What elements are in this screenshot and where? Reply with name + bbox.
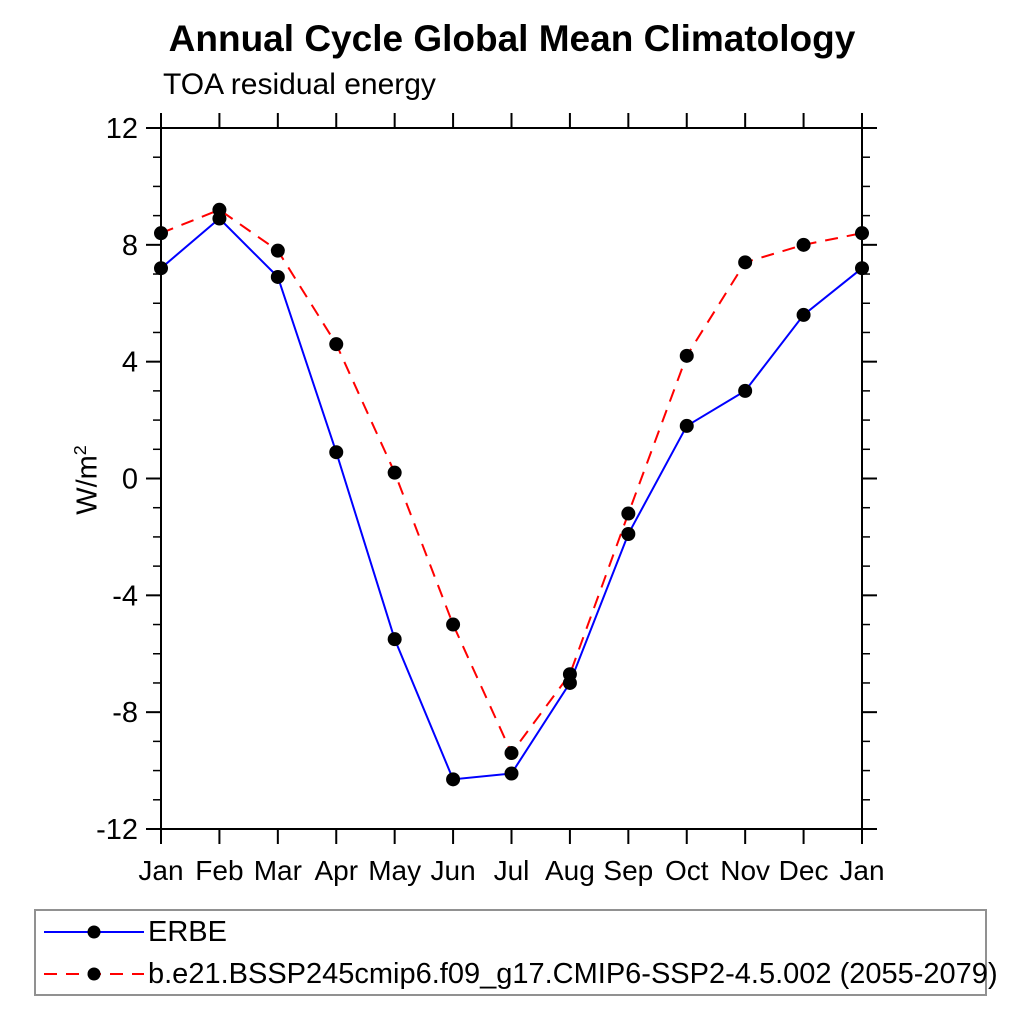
legend-item-model: b.e21.BSSP245cmip6.f09_g17.CMIP6-SSP2-4.…	[36, 955, 998, 993]
x-axis-label: Aug	[545, 855, 595, 886]
legend-marker-icon	[87, 967, 101, 980]
data-point-marker-series-0	[679, 418, 694, 433]
series-line-0	[160, 217, 863, 781]
data-point-marker-series-1	[679, 348, 694, 363]
y-axis-label: -8	[112, 697, 138, 729]
data-point-marker-series-0	[738, 383, 753, 398]
data-point-marker-series-0	[796, 307, 811, 322]
x-axis-label: May	[368, 855, 421, 886]
x-axis-label: Dec	[779, 855, 829, 886]
data-point-marker-series-1	[562, 667, 577, 682]
y-axis-label: 4	[122, 347, 138, 379]
legend-line-sample-erbe	[44, 925, 144, 938]
data-point-marker-series-1	[855, 226, 869, 241]
legend-item-erbe: ERBE	[36, 913, 985, 951]
data-point-marker-series-0	[446, 772, 461, 787]
data-point-marker-series-1	[504, 746, 519, 761]
y-axis-label: 8	[122, 230, 138, 262]
data-point-marker-series-0	[621, 526, 636, 541]
data-point-marker-series-0	[154, 261, 168, 276]
x-axis-label: Jul	[494, 855, 530, 886]
y-axis-label: 0	[122, 464, 138, 496]
x-axis-label: Jan	[839, 855, 884, 886]
data-point-marker-series-0	[855, 261, 869, 276]
x-axis-label: Oct	[665, 855, 709, 886]
data-point-marker-series-1	[621, 506, 636, 521]
axis-frame	[160, 127, 863, 830]
data-point-marker-series-0	[504, 766, 519, 781]
legend: ERBE b.e21.BSSP245cmip6.f09_g17.CMIP6-SS…	[34, 909, 998, 996]
data-point-marker-series-0	[270, 269, 285, 284]
series-line-1	[160, 208, 863, 756]
data-point-marker-series-1	[270, 243, 285, 258]
x-axis-label: Apr	[314, 855, 358, 886]
data-point-marker-series-1	[212, 202, 227, 217]
data-point-marker-series-1	[446, 617, 461, 632]
x-axis-label: Mar	[254, 855, 302, 886]
data-point-marker-series-0	[329, 445, 344, 460]
legend-label-erbe: ERBE	[148, 915, 227, 948]
legend-label-model: b.e21.BSSP245cmip6.f09_g17.CMIP6-SSP2-4.…	[148, 957, 998, 990]
legend-line-sample-model	[44, 967, 144, 980]
y-axis-label: -12	[96, 814, 138, 846]
data-point-marker-series-0	[387, 632, 402, 647]
chart-title: Annual Cycle Global Mean Climatology	[168, 18, 856, 59]
data-point-marker-series-1	[154, 226, 168, 241]
legend-marker-icon	[87, 925, 101, 938]
data-point-marker-series-1	[796, 237, 811, 252]
y-axis-label: 12	[106, 113, 138, 145]
chart-subtitle: TOA residual energy	[163, 68, 436, 101]
data-point-marker-series-1	[738, 255, 753, 270]
x-axis-label: Jan	[138, 855, 183, 886]
x-axis-label: Jun	[431, 855, 476, 886]
y-axis-label: -4	[112, 580, 138, 612]
x-axis-label: Nov	[720, 855, 770, 886]
x-axis-label: Feb	[195, 855, 243, 886]
data-point-marker-series-1	[387, 465, 402, 480]
x-axis-label: Sep	[603, 855, 653, 886]
data-point-marker-series-1	[329, 337, 344, 352]
